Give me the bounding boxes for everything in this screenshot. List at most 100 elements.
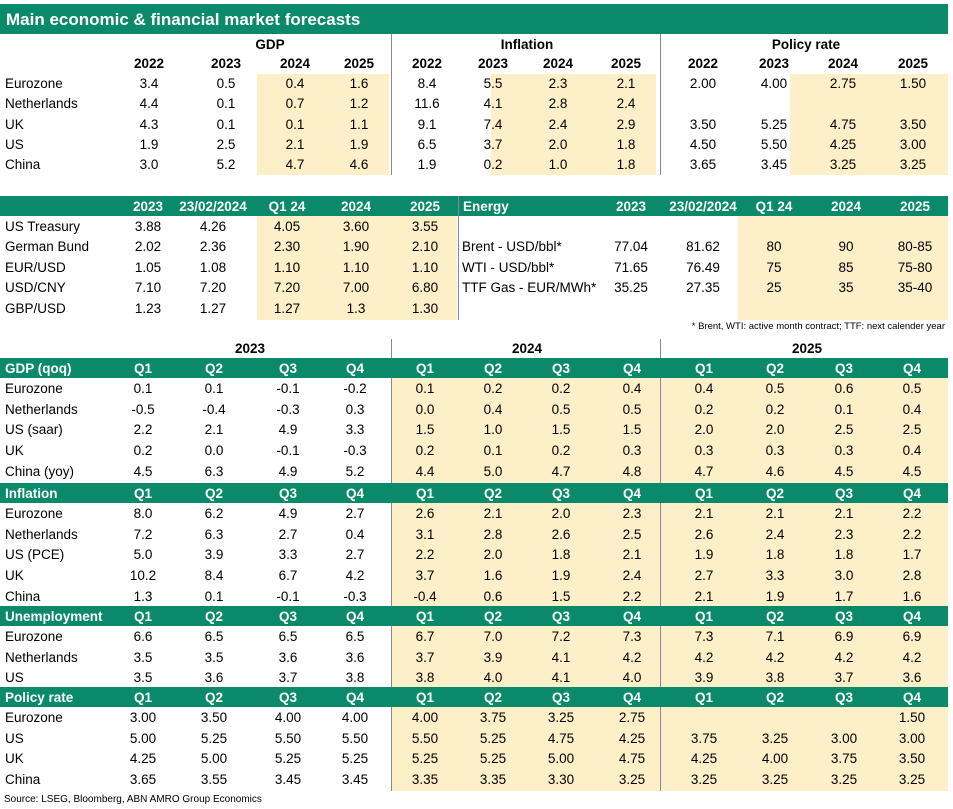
quarterly-value: 2.6 xyxy=(694,527,714,542)
quarterly-value: 4.2 xyxy=(694,650,714,665)
quarterly-value: 0.0 xyxy=(204,443,224,458)
year-header: 2023 xyxy=(477,56,509,71)
market-value: 2.10 xyxy=(411,239,439,254)
policy-rate-value: 4.25 xyxy=(829,137,857,152)
quarterly-value: 5.50 xyxy=(341,731,369,746)
gdp-value: 4.7 xyxy=(285,157,305,172)
year-header: 2022 xyxy=(133,56,165,71)
year-header: 2023 xyxy=(210,56,242,71)
column-divider xyxy=(660,339,661,791)
market-value: 3.88 xyxy=(134,219,162,234)
quarterly-value: 0.2 xyxy=(551,381,571,396)
quarterly-value: 3.75 xyxy=(690,731,718,746)
year-header: 2024 xyxy=(542,56,574,71)
quarterly-value: 4.5 xyxy=(133,464,153,479)
quarterly-value: 0.5 xyxy=(551,402,571,417)
quarterly-value: 3.7 xyxy=(415,568,435,583)
markets-column-header: 23/02/2024 xyxy=(179,199,247,214)
quarter-header: Q3 xyxy=(551,361,570,376)
quarterly-value: 4.00 xyxy=(341,710,369,725)
market-value: 4.26 xyxy=(199,219,227,234)
quarterly-value: -0.2 xyxy=(343,381,367,396)
quarter-header: Q1 xyxy=(133,690,152,705)
quarter-header: Q4 xyxy=(622,361,641,376)
forecast-highlight xyxy=(257,74,389,175)
market-value: 1.23 xyxy=(134,301,162,316)
gdp-value: 4.4 xyxy=(139,96,159,111)
quarter-header: Q4 xyxy=(902,690,921,705)
quarterly-value: 3.35 xyxy=(479,772,507,787)
quarterly-value: 0.4 xyxy=(902,443,922,458)
quarterly-value: 0.4 xyxy=(902,402,922,417)
inflation-value: 1.0 xyxy=(548,157,568,172)
quarterly-value: 7.3 xyxy=(694,629,714,644)
markets-column-header: Q1 24 xyxy=(268,199,306,214)
quarterly-value: 2.1 xyxy=(622,547,642,562)
row-label: US xyxy=(5,137,24,152)
quarterly-value: 0.2 xyxy=(551,443,571,458)
quarterly-value: 2.3 xyxy=(622,506,642,521)
quarterly-value: 4.25 xyxy=(129,751,157,766)
energy-value: 75-80 xyxy=(897,260,933,275)
quarter-header: Q1 xyxy=(694,609,713,624)
year-header: 2025 xyxy=(343,56,375,71)
quarterly-value: 0.2 xyxy=(483,381,503,396)
quarterly-value: 0.3 xyxy=(345,402,365,417)
row-label: Eurozone xyxy=(5,381,63,396)
quarterly-value: 3.75 xyxy=(479,710,507,725)
quarterly-value: 2.2 xyxy=(133,422,153,437)
quarter-header: Q1 xyxy=(415,361,434,376)
row-label: UK xyxy=(5,568,24,583)
forecast-highlight xyxy=(738,216,948,320)
policy-rate-value: 1.50 xyxy=(899,76,927,91)
inflation-value: 1.8 xyxy=(616,157,636,172)
quarterly-value: 2.1 xyxy=(483,506,503,521)
quarterly-value: 3.7 xyxy=(415,650,435,665)
quarterly-value: 2.5 xyxy=(834,422,854,437)
inflation-value: 2.0 xyxy=(548,137,568,152)
energy-value: 35.25 xyxy=(614,280,648,295)
quarterly-value: 3.0 xyxy=(834,568,854,583)
market-value: 2.30 xyxy=(273,239,301,254)
inflation-value: 2.4 xyxy=(548,117,568,132)
quarter-header: Q1 xyxy=(415,690,434,705)
energy-value: 35-40 xyxy=(897,280,933,295)
quarter-header: Q2 xyxy=(204,609,223,624)
inflation-value: 0.2 xyxy=(483,157,503,172)
market-value: 4.05 xyxy=(273,219,301,234)
forecast-highlight xyxy=(257,216,457,320)
quarterly-value: 5.25 xyxy=(341,751,369,766)
quarterly-value: 5.25 xyxy=(479,731,507,746)
policy-rate-value: 4.50 xyxy=(689,137,717,152)
source-note: Source: LSEG, Bloomberg, ABN AMRO Group … xyxy=(4,794,262,805)
quarterly-value: 0.3 xyxy=(622,443,642,458)
quarterly-value: 4.8 xyxy=(622,464,642,479)
quarter-header: Q2 xyxy=(765,486,784,501)
quarter-header: Q3 xyxy=(834,361,853,376)
quarterly-value: 3.25 xyxy=(761,772,789,787)
quarterly-value: 4.9 xyxy=(278,422,298,437)
row-label: China xyxy=(5,772,41,787)
market-value: 1.08 xyxy=(199,260,227,275)
year-header: 2022 xyxy=(687,56,719,71)
quarterly-value: 0.4 xyxy=(483,402,503,417)
quarterly-value: 1.8 xyxy=(551,547,571,562)
quarterly-value: 3.00 xyxy=(898,731,926,746)
quarterly-value: 3.25 xyxy=(898,772,926,787)
quarterly-value: 1.6 xyxy=(902,589,922,604)
quarterly-value: 0.2 xyxy=(133,443,153,458)
gdp-value: 1.2 xyxy=(349,96,369,111)
markets-column-header: 2024 xyxy=(340,199,372,214)
forecast-highlight xyxy=(491,74,656,175)
gdp-value: 4.6 xyxy=(349,157,369,172)
quarterly-value: 2.0 xyxy=(765,422,785,437)
quarter-header: Q2 xyxy=(483,609,502,624)
energy-column-header: 23/02/2024 xyxy=(669,199,737,214)
quarterly-value: -0.1 xyxy=(276,381,300,396)
market-value: 2.36 xyxy=(199,239,227,254)
policy-rate-value: 3.50 xyxy=(689,117,717,132)
gdp-value: 0.1 xyxy=(216,117,236,132)
energy-value: 80-85 xyxy=(897,239,933,254)
quarterly-value: 0.3 xyxy=(694,443,714,458)
